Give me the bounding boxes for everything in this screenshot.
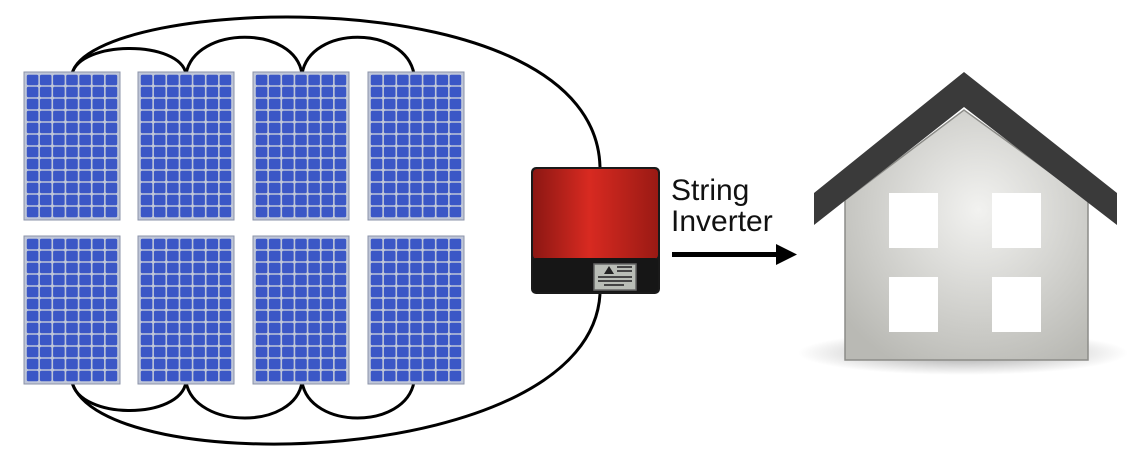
house-window-1 [889,193,938,248]
solar-panel-8 [367,235,465,385]
right-arrow-icon [672,244,797,265]
string-inverter [531,167,660,294]
inverter-red-housing [533,169,658,259]
solar-panel-3 [252,71,350,221]
wire-bottom-link-2 [184,381,304,420]
wire-bottom-link-1 [70,381,188,412]
wire-top-link-1 [70,47,188,75]
warning-icon [604,266,614,274]
inverter-label-line1: String [671,174,749,207]
solar-panel-5 [23,235,121,385]
house-window-3 [889,277,938,332]
house-window-2 [992,193,1041,248]
house [798,72,1128,375]
solar-panel-6 [137,235,235,385]
wiring [70,15,602,446]
wire-bottom-link-3 [300,381,416,420]
wire-top-link-3 [300,35,416,75]
inverter-label-line2: Inverter [671,205,773,238]
wire-top-return [70,15,602,168]
wire-bottom-return [70,293,602,446]
solar-panel-array [23,71,465,385]
solar-panel-4 [367,71,465,221]
solar-panel-7 [252,235,350,385]
house-roof [814,72,1117,225]
solar-panel-2 [137,71,235,221]
house-window-4 [992,277,1041,332]
solar-panel-1 [23,71,121,221]
wire-top-link-2 [184,35,304,75]
